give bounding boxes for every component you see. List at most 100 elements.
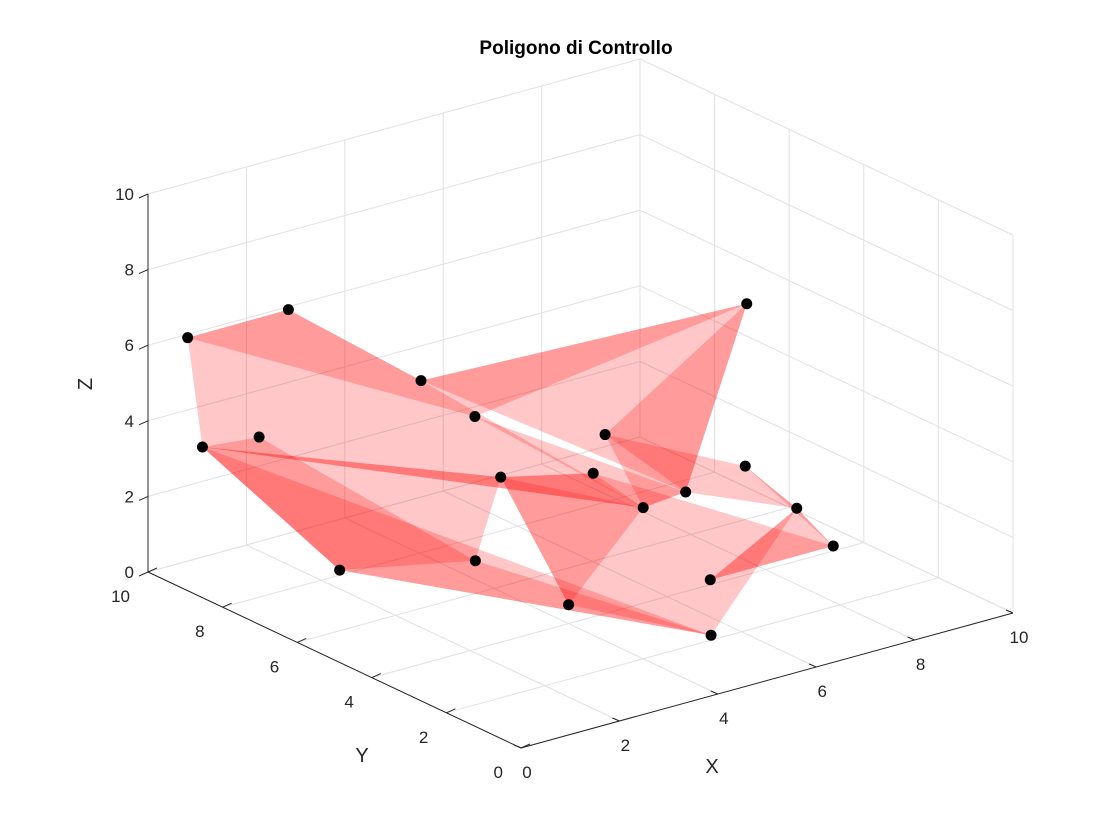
polygon-face [202,447,476,571]
z-tick-label: 10 [115,185,134,204]
control-point [282,304,294,316]
back-wall-grid-line [147,436,641,573]
control-point [196,441,208,453]
y-tick-label: 10 [111,587,130,606]
y-tick [520,743,531,749]
floor-grid-line [297,506,790,643]
polygon-face [593,473,834,580]
y-tick [446,708,456,714]
polygon-face [421,303,747,492]
back-wall-grid-line [147,58,641,195]
x-tick-label: 2 [621,736,630,755]
floor-grid-line [541,463,915,641]
polygon-face [202,447,711,636]
polygon-face [500,473,644,508]
y-axis-line [147,571,522,749]
y-tick [222,602,232,608]
polygon-face [202,437,340,571]
x-tick [907,636,915,641]
y-tick-label: 8 [195,622,204,641]
x-tick-label: 0 [522,763,531,782]
floor-grid-line [222,471,715,608]
floor-grid-line [246,544,620,722]
control-point [637,502,649,514]
x-tick-label: 6 [817,682,826,701]
z-tick [138,571,149,577]
side-wall-grid-line [639,134,1014,312]
polygon-face [187,309,289,447]
polygon-face [288,309,475,417]
polygon-face [288,309,644,508]
back-wall-grid-line [147,285,641,422]
polygon-face [745,466,834,546]
polygon-face [710,508,834,580]
side-wall-grid-line [639,209,1014,387]
y-tick [296,637,307,643]
polygon-face [605,434,797,509]
control-point [827,540,839,552]
x-tick [1005,609,1014,614]
z-tick-label: 4 [125,412,134,431]
control-point [469,555,481,567]
x-axis-line [520,612,1014,749]
x-tick [710,690,718,695]
control-point [791,502,803,514]
y-tick-label: 0 [494,763,503,782]
control-point [469,411,481,422]
polygon-face [475,560,711,636]
z-tick [138,495,149,501]
y-tick-label: 2 [419,728,428,747]
control-point [253,431,265,443]
control-point [587,467,599,479]
control-point [599,429,611,441]
polygon-face [605,434,797,509]
polygon-face [339,560,569,605]
z-tick [138,269,149,275]
x-axis-label: X [705,756,718,778]
control-point [563,599,575,611]
z-tick [138,193,149,199]
floor-grid-line [446,577,939,714]
control-point [182,332,194,344]
x-tick [612,717,620,722]
floor-grid-line [371,542,864,679]
x-tick-label: 10 [1010,628,1029,647]
y-axis-label: Y [355,745,368,767]
side-wall-grid-line [639,360,1014,538]
control-point [741,298,753,310]
control-point [704,574,716,586]
x-tick [809,663,817,668]
x-tick [513,744,522,749]
polygon-face [187,309,475,417]
polygon-face [339,570,711,636]
polygon-face [202,309,644,508]
control-point [495,471,507,483]
control-point [334,564,346,576]
side-wall-grid-line [639,58,1014,236]
side-wall-grid-line [639,436,1014,614]
z-tick-label: 8 [125,261,134,280]
control-point [739,460,751,472]
z-tick [138,344,149,350]
chart-title: Poligono di Controllo [479,38,672,59]
polygon-face [500,473,594,605]
polygon-face [605,434,686,508]
back-wall-grid-line [147,360,641,497]
polygon-face [259,437,476,571]
polygon-face [568,473,711,605]
back-wall-grid-line [147,209,641,346]
control-points [182,298,839,641]
polygon-face [568,579,711,636]
polygon-face [710,508,797,636]
y-tick-label: 6 [270,657,279,676]
polygon-face [202,447,501,561]
back-wall-grid-line [147,134,641,271]
polygon-face [421,303,747,417]
control-point [415,375,427,387]
side-wall-grid-line [639,285,1014,463]
floor-grid-line [442,490,817,668]
control-point [680,486,692,498]
y-tick [147,567,158,573]
polygon-face [474,416,686,508]
